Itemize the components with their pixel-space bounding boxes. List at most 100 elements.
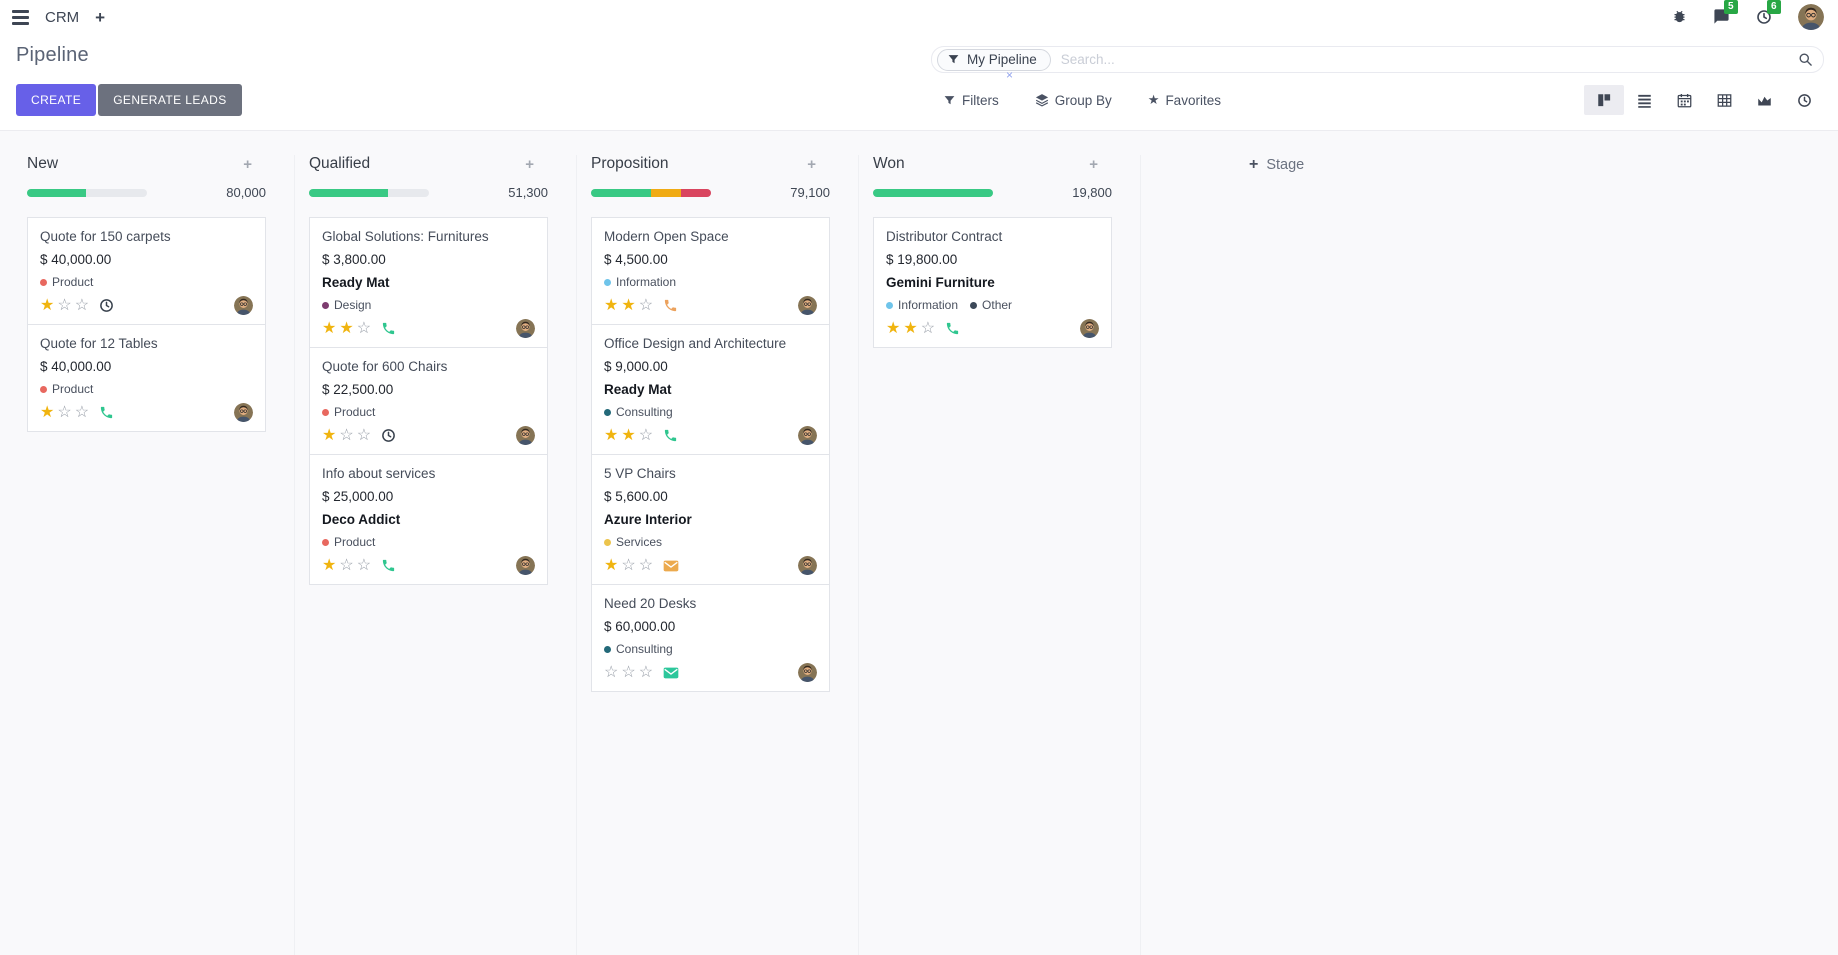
- star-filled-icon[interactable]: ★: [322, 319, 340, 337]
- salesperson-avatar[interactable]: [798, 296, 817, 315]
- salesperson-avatar[interactable]: [234, 296, 253, 315]
- kanban-card[interactable]: Info about services $ 25,000.00 Deco Addic…: [309, 454, 548, 585]
- star-filled-icon[interactable]: ★: [903, 319, 921, 337]
- star-empty-icon[interactable]: ☆: [57, 296, 75, 314]
- star-empty-icon[interactable]: ☆: [356, 426, 375, 444]
- quick-add-icon[interactable]: +: [1089, 155, 1098, 173]
- star-filled-icon[interactable]: ★: [604, 296, 622, 314]
- star-filled-icon[interactable]: ★: [40, 403, 58, 421]
- progress-segment[interactable]: [651, 188, 681, 197]
- generate-leads-button[interactable]: GENERATE LEADS: [98, 84, 242, 116]
- graph-view-button[interactable]: [1744, 85, 1784, 115]
- quick-add-icon[interactable]: +: [807, 155, 816, 173]
- activity-phone-icon[interactable]: [945, 321, 960, 336]
- column-title[interactable]: Won: [873, 155, 905, 172]
- priority-stars[interactable]: ★☆☆: [322, 426, 375, 444]
- priority-stars[interactable]: ★☆☆: [40, 403, 93, 421]
- kanban-card[interactable]: Office Design and Architecture $ 9,000.00…: [591, 324, 830, 455]
- star-empty-icon[interactable]: ☆: [74, 403, 93, 421]
- debug-bug-icon[interactable]: [1672, 8, 1687, 26]
- priority-stars[interactable]: ★☆☆: [604, 556, 657, 574]
- column-progressbar[interactable]: [591, 188, 711, 197]
- priority-stars[interactable]: ★★☆: [604, 426, 657, 444]
- app-name[interactable]: CRM: [45, 8, 80, 26]
- column-progressbar[interactable]: [873, 188, 993, 197]
- activity-phone-icon[interactable]: [381, 321, 396, 336]
- star-empty-icon[interactable]: ☆: [638, 663, 657, 681]
- kanban-card[interactable]: Modern Open Space $ 4,500.00 Information ★★…: [591, 217, 830, 325]
- star-filled-icon[interactable]: ★: [621, 426, 639, 444]
- star-empty-icon[interactable]: ☆: [74, 296, 93, 314]
- star-empty-icon[interactable]: ☆: [356, 556, 375, 574]
- search-facet-my-pipeline[interactable]: My Pipeline: [937, 48, 1051, 71]
- star-empty-icon[interactable]: ☆: [621, 663, 639, 681]
- salesperson-avatar[interactable]: [516, 426, 535, 445]
- quick-add-icon[interactable]: +: [243, 155, 252, 173]
- messages-icon[interactable]: 5: [1713, 0, 1738, 26]
- group-by-menu[interactable]: Group By: [1035, 92, 1112, 108]
- star-filled-icon[interactable]: ★: [322, 426, 340, 444]
- column-title[interactable]: New: [27, 155, 59, 172]
- priority-stars[interactable]: ★★☆: [322, 319, 374, 337]
- kanban-card[interactable]: Distributor Contract $ 19,800.00 Gemini Fu…: [873, 217, 1112, 348]
- activity-phone-icon[interactable]: [381, 558, 396, 573]
- star-empty-icon[interactable]: ☆: [920, 319, 939, 337]
- star-empty-icon[interactable]: ☆: [339, 556, 357, 574]
- calendar-view-button[interactable]: [1664, 85, 1704, 115]
- activity-view-button[interactable]: [1784, 85, 1824, 115]
- filters-menu[interactable]: Filters: [943, 92, 999, 108]
- add-stage-button[interactable]: + Stage: [1249, 157, 1304, 174]
- activity-phone-icon[interactable]: [663, 428, 678, 443]
- salesperson-avatar[interactable]: [798, 556, 817, 575]
- star-filled-icon[interactable]: ★: [604, 426, 622, 444]
- star-empty-icon[interactable]: ☆: [604, 663, 622, 681]
- kanban-card[interactable]: 5 VP Chairs $ 5,600.00 Azure Interior Servi…: [591, 454, 830, 585]
- priority-stars[interactable]: ★☆☆: [322, 556, 375, 574]
- favorites-menu[interactable]: ★ Favorites: [1148, 92, 1221, 108]
- new-window-plus-icon[interactable]: +: [95, 7, 106, 27]
- star-empty-icon[interactable]: ☆: [57, 403, 75, 421]
- activity-clock-icon[interactable]: [381, 428, 396, 443]
- activity-clock-icon[interactable]: [99, 298, 114, 313]
- column-progressbar[interactable]: [27, 188, 147, 197]
- star-empty-icon[interactable]: ☆: [638, 296, 657, 314]
- create-button[interactable]: CREATE: [16, 84, 97, 116]
- search-input[interactable]: [1058, 51, 1798, 68]
- star-filled-icon[interactable]: ★: [40, 296, 58, 314]
- progress-segment[interactable]: [873, 188, 993, 197]
- quick-add-icon[interactable]: +: [525, 155, 534, 173]
- progress-segment[interactable]: [591, 188, 651, 197]
- star-empty-icon[interactable]: ☆: [638, 426, 657, 444]
- pivot-view-button[interactable]: [1704, 85, 1744, 115]
- star-filled-icon[interactable]: ★: [604, 556, 622, 574]
- star-filled-icon[interactable]: ★: [322, 556, 340, 574]
- kanban-card[interactable]: Quote for 12 Tables $ 40,000.00 Product ★☆☆: [27, 324, 266, 432]
- kanban-card[interactable]: Need 20 Desks $ 60,000.00 Consulting ☆☆☆: [591, 584, 830, 692]
- star-filled-icon[interactable]: ★: [621, 296, 639, 314]
- kanban-card[interactable]: Global Solutions: Furnitures $ 3,800.00 Re…: [309, 217, 548, 348]
- salesperson-avatar[interactable]: [516, 319, 535, 338]
- facet-remove-icon[interactable]: ×: [1006, 68, 1014, 82]
- star-empty-icon[interactable]: ☆: [638, 556, 657, 574]
- salesperson-avatar[interactable]: [516, 556, 535, 575]
- star-filled-icon[interactable]: ★: [339, 319, 357, 337]
- progress-segment[interactable]: [309, 188, 389, 197]
- activity-phone-icon[interactable]: [663, 298, 678, 313]
- progress-segment[interactable]: [27, 188, 86, 197]
- star-empty-icon[interactable]: ☆: [621, 556, 639, 574]
- salesperson-avatar[interactable]: [798, 663, 817, 682]
- salesperson-avatar[interactable]: [234, 403, 253, 422]
- priority-stars[interactable]: ★★☆: [886, 319, 939, 337]
- kanban-view-button[interactable]: [1584, 85, 1624, 115]
- activity-envelope-icon[interactable]: [663, 558, 679, 574]
- progress-segment[interactable]: [681, 188, 711, 197]
- activity-envelope-icon[interactable]: [663, 665, 679, 681]
- priority-stars[interactable]: ★☆☆: [40, 296, 93, 314]
- salesperson-avatar[interactable]: [1080, 319, 1099, 338]
- search-bar[interactable]: My Pipeline ×: [931, 46, 1824, 82]
- list-view-button[interactable]: [1624, 85, 1664, 115]
- search-magnifier-icon[interactable]: [1798, 51, 1813, 69]
- kanban-card[interactable]: Quote for 150 carpets $ 40,000.00 Product ★…: [27, 217, 266, 325]
- activity-phone-icon[interactable]: [99, 405, 114, 420]
- kanban-card[interactable]: Quote for 600 Chairs $ 22,500.00 Product ★☆…: [309, 347, 548, 455]
